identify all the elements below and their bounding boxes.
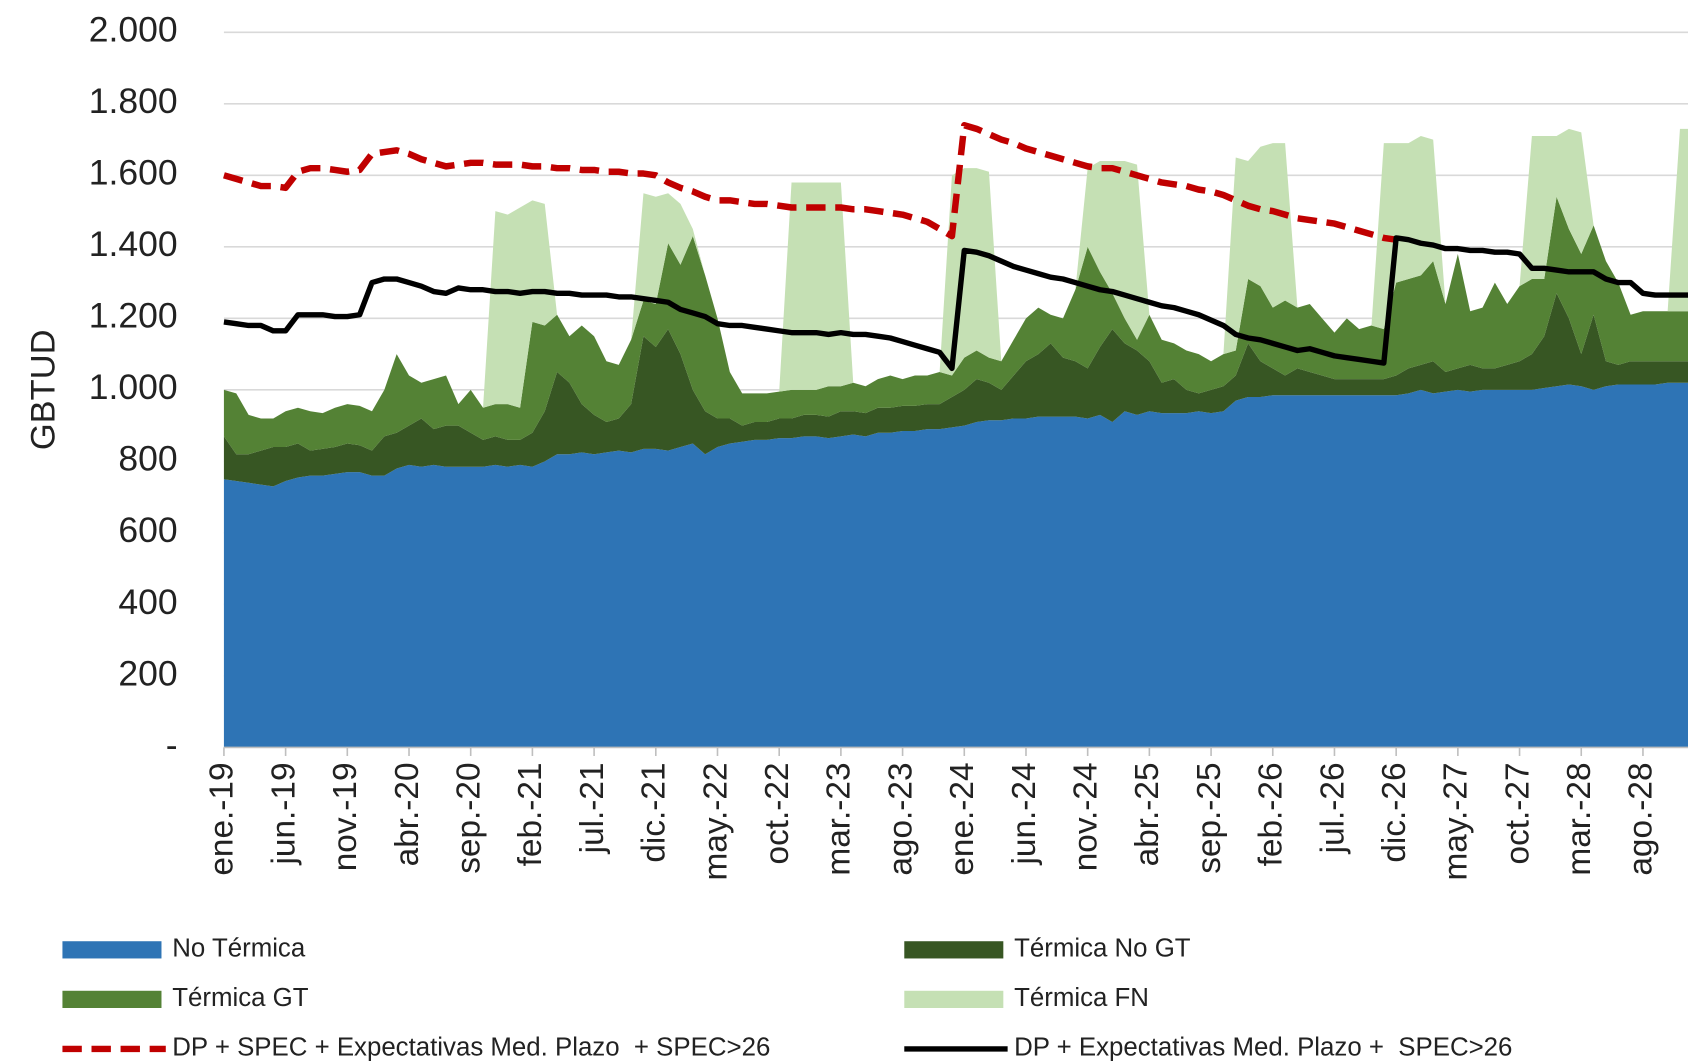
y-tick-label: 2.000 — [89, 10, 178, 50]
area — [223, 128, 1688, 419]
x-tick-label: nov.-24 — [1067, 762, 1104, 871]
x-tick-label: ene.-19 — [204, 762, 241, 875]
x-tick-label: ene.-24 — [944, 762, 981, 875]
area — [223, 196, 1688, 455]
x-tick-label: mar.-23 — [821, 762, 858, 875]
y-tick-label: 600 — [118, 510, 177, 550]
y-tick-label: 1.200 — [89, 296, 178, 336]
x-tick-label: dic.-21 — [636, 762, 673, 862]
legend-label: Térmica GT — [172, 984, 309, 1012]
legend-label: Térmica FN — [1014, 984, 1149, 1012]
x-tick-label: ago.-28 — [1623, 762, 1660, 875]
line — [223, 235, 1688, 372]
x-tick-label: abr.-25 — [1129, 762, 1166, 866]
legend-swatch — [62, 990, 162, 1008]
y-tick-label: 1.800 — [89, 81, 178, 121]
legend-swatch — [62, 941, 162, 959]
y-tick-label: 800 — [118, 439, 177, 479]
y-tick-label: 400 — [118, 582, 177, 622]
x-tick-label: jun.-19 — [265, 762, 302, 865]
x-tick-label: oct.-27 — [1499, 762, 1536, 864]
area — [223, 382, 1688, 748]
line — [223, 122, 1397, 243]
legend-label: Térmica No GT — [1014, 935, 1191, 963]
legend-label: DP + Expectativas Med. Plazo + SPEC>26 — [1014, 1034, 1512, 1062]
x-tick-label: sep.-25 — [1191, 762, 1228, 873]
x-tick-label: oct.-22 — [759, 762, 796, 864]
x-tick-label: may.-27 — [1438, 762, 1475, 880]
x-tick-label: feb.-21 — [512, 762, 549, 866]
x-tick-label: jun.-24 — [1006, 762, 1043, 865]
y-tick-label: 1.000 — [89, 367, 178, 407]
area — [223, 293, 1688, 487]
x-tick-label: mar.-28 — [1561, 762, 1598, 875]
x-tick-label: ago.-23 — [882, 762, 919, 875]
y-tick-label: 1.600 — [89, 153, 178, 193]
y-axis-title: GBTUD — [24, 330, 62, 451]
x-tick-label: feb.-26 — [1253, 762, 1290, 866]
y-tick-label: 1.400 — [89, 224, 178, 264]
legend-label: No Térmica — [172, 935, 306, 963]
x-tick-label: may.-22 — [697, 762, 734, 880]
y-tick-label: 200 — [118, 653, 177, 693]
x-tick-label: nov.-19 — [327, 762, 364, 871]
legend-swatch — [904, 941, 1004, 959]
x-tick-label: jul.-21 — [574, 762, 611, 854]
legend-label: DP + SPEC + Expectativas Med. Plazo + SP… — [172, 1034, 770, 1062]
x-tick-label: sep.-20 — [451, 762, 488, 873]
x-tick-label: dic.-26 — [1376, 762, 1413, 862]
legend-swatch — [904, 990, 1004, 1008]
y-tick-label: - — [166, 725, 178, 765]
x-tick-label: abr.-20 — [389, 762, 426, 866]
x-tick-label: jul.-26 — [1314, 762, 1351, 854]
